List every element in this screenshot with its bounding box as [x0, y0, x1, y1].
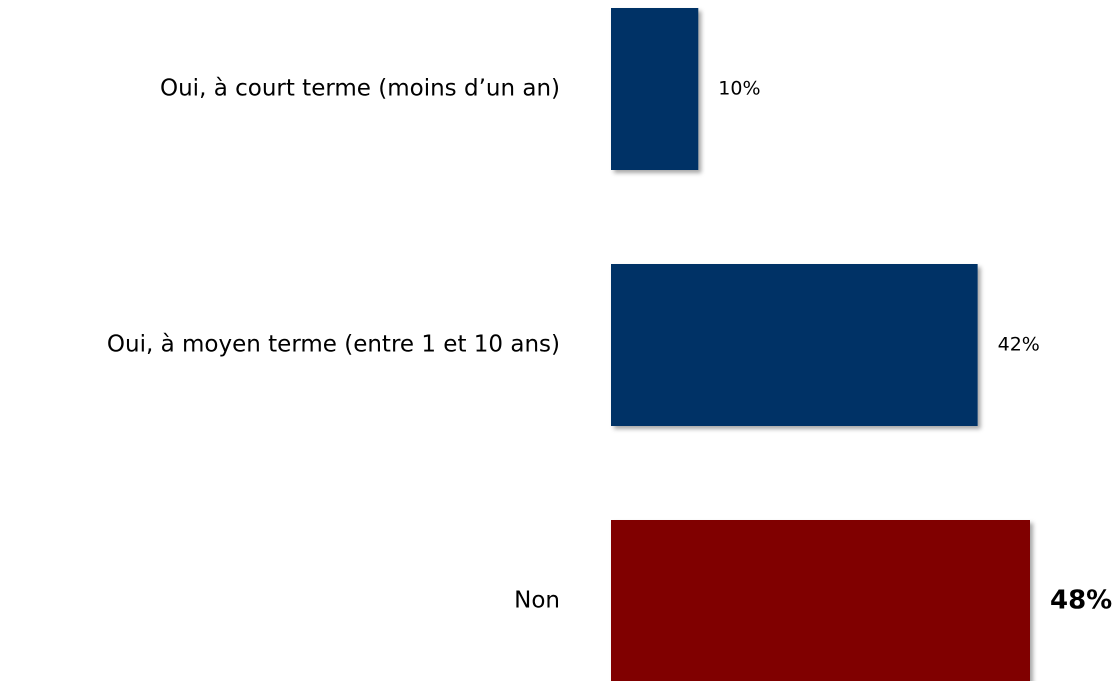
category-label: Oui, à moyen terme (entre 1 et 10 ans) [107, 332, 560, 358]
bar [611, 264, 978, 426]
bar [611, 520, 1030, 681]
value-label: 42% [998, 334, 1040, 356]
bar [611, 8, 699, 170]
category-label: Oui, à court terme (moins d’un an) [160, 76, 560, 102]
category-label: Non [514, 588, 560, 614]
value-label: 10% [718, 78, 760, 100]
value-label: 48% [1050, 586, 1112, 616]
